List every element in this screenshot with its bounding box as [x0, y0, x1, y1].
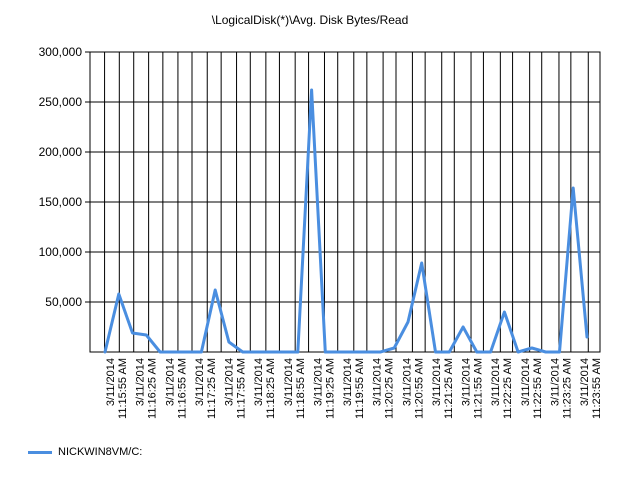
- series-line: [103, 88, 589, 354]
- x-tick-date: 3/11/2014: [135, 358, 147, 406]
- x-tick-label: 3/11/2014 11:23:25 AM: [549, 358, 573, 419]
- x-tick-label: 3/11/2014 11:15:55 AM: [105, 358, 129, 419]
- x-tick-time: 11:20:25 AM: [384, 358, 396, 419]
- x-tick-time: 11:19:25 AM: [324, 358, 336, 419]
- x-tick-time: 11:16:55 AM: [176, 358, 188, 419]
- x-tick-labels: 3/11/2014 11:15:55 AM 3/11/2014 11:16:25 AM…: [105, 358, 603, 419]
- x-tick-label: 3/11/2014 11:17:55 AM: [224, 358, 248, 419]
- x-tick-date: 3/11/2014: [194, 358, 206, 406]
- x-tick-label: 3/11/2014 11:18:55 AM: [283, 358, 307, 419]
- x-tick-time: 11:23:55 AM: [591, 358, 603, 419]
- x-tick-label: 3/11/2014 11:17:25 AM: [194, 358, 218, 419]
- y-tick-label: 100,000: [39, 245, 83, 259]
- x-tick-date: 3/11/2014: [342, 358, 354, 406]
- x-tick-label: 3/11/2014 11:22:25 AM: [490, 358, 514, 419]
- x-tick-date: 3/11/2014: [431, 358, 443, 406]
- x-tick-date: 3/11/2014: [490, 358, 502, 406]
- series-lines: [103, 88, 589, 354]
- y-tick-label: 150,000: [39, 195, 83, 209]
- x-tick-label: 3/11/2014 11:20:25 AM: [372, 358, 396, 419]
- x-tick-date: 3/11/2014: [224, 358, 236, 406]
- x-tick-date: 3/11/2014: [401, 358, 413, 406]
- chart-title: \LogicalDisk(*)\Avg. Disk Bytes/Read: [211, 13, 409, 27]
- legend-swatch: [28, 450, 52, 454]
- x-tick-label: 3/11/2014 11:18:25 AM: [253, 358, 277, 419]
- x-tick-time: 11:20:55 AM: [413, 358, 425, 419]
- x-tick-label: 3/11/2014 11:16:25 AM: [135, 358, 159, 419]
- x-tick-label: 3/11/2014 11:20:55 AM: [401, 358, 425, 419]
- x-tick-label: 3/11/2014 11:19:55 AM: [342, 358, 366, 419]
- x-tick-time: 11:23:25 AM: [561, 358, 573, 419]
- x-tick-time: 11:18:55 AM: [295, 358, 307, 419]
- x-tick-label: 3/11/2014 11:21:25 AM: [431, 358, 455, 419]
- x-tick-date: 3/11/2014: [253, 358, 265, 406]
- x-tick-label: 3/11/2014 11:16:55 AM: [164, 358, 188, 419]
- x-tick-date: 3/11/2014: [579, 358, 591, 406]
- x-tick-time: 11:18:25 AM: [265, 358, 277, 419]
- y-tick-label: 250,000: [39, 95, 83, 109]
- x-tick-date: 3/11/2014: [520, 358, 532, 406]
- x-tick-time: 11:21:55 AM: [473, 358, 485, 419]
- grid-lines: [89, 51, 601, 352]
- x-tick-date: 3/11/2014: [283, 358, 295, 406]
- y-tick-label: 50,000: [45, 295, 82, 309]
- x-tick-time: 11:17:55 AM: [236, 358, 248, 419]
- x-tick-label: 3/11/2014 11:22:55 AM: [520, 358, 544, 419]
- x-tick-time: 11:21:25 AM: [443, 358, 455, 419]
- legend-label: NICKWIN8VM/C:: [58, 446, 143, 458]
- x-tick-time: 11:22:25 AM: [502, 358, 514, 419]
- y-tick-labels: 300,000 250,000 200,000 150,000 100,000 50,00…: [39, 45, 83, 309]
- legend: NICKWIN8VM/C:: [28, 446, 142, 458]
- x-tick-time: 11:22:55 AM: [532, 358, 544, 419]
- x-tick-label: 3/11/2014 11:21:55 AM: [461, 358, 485, 419]
- x-tick-date: 3/11/2014: [312, 358, 324, 406]
- x-tick-date: 3/11/2014: [461, 358, 473, 406]
- x-tick-time: 11:15:55 AM: [117, 358, 129, 419]
- x-tick-time: 11:19:55 AM: [354, 358, 366, 419]
- x-tick-time: 11:16:25 AM: [147, 358, 159, 419]
- x-tick-date: 3/11/2014: [164, 358, 176, 406]
- x-tick-label: 3/11/2014 11:23:55 AM: [579, 358, 603, 419]
- x-tick-date: 3/11/2014: [549, 358, 561, 406]
- y-tick-label: 300,000: [39, 45, 83, 59]
- x-tick-time: 11:17:25 AM: [206, 358, 218, 419]
- x-tick-label: 3/11/2014 11:19:25 AM: [312, 358, 336, 419]
- y-tick-label: 200,000: [39, 145, 83, 159]
- x-tick-date: 3/11/2014: [105, 358, 117, 406]
- x-tick-date: 3/11/2014: [372, 358, 384, 406]
